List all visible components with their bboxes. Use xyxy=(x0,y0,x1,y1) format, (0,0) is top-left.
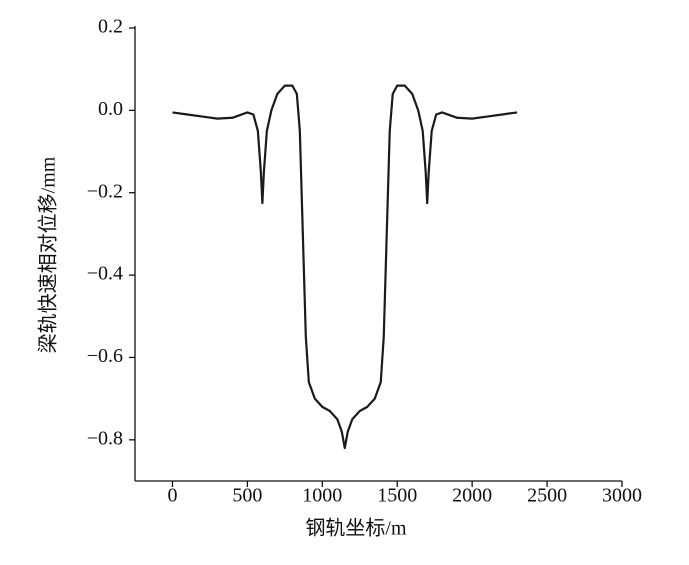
x-tick-label: 0 xyxy=(167,485,177,507)
x-tick-label: 1500 xyxy=(377,485,417,507)
data-line xyxy=(172,84,518,450)
x-tick-label: 500 xyxy=(232,485,262,507)
x-tick-label: 1000 xyxy=(302,485,342,507)
x-tick-label: 3000 xyxy=(602,485,642,507)
y-tick-label: −0.6 xyxy=(87,345,123,367)
x-tick-label: 2000 xyxy=(452,485,492,507)
x-axis-label: 钢轨坐标/m xyxy=(305,517,407,540)
x-tick-label: 2500 xyxy=(527,485,567,507)
y-tick-label: −0.2 xyxy=(87,180,123,202)
y-axis-label: 梁轨快速相对位移/mm xyxy=(37,156,60,353)
y-tick-label: 0.2 xyxy=(98,16,123,38)
y-tick-label: −0.8 xyxy=(87,427,123,449)
y-tick-label: −0.4 xyxy=(87,263,123,285)
y-tick-label: 0.0 xyxy=(98,98,123,120)
